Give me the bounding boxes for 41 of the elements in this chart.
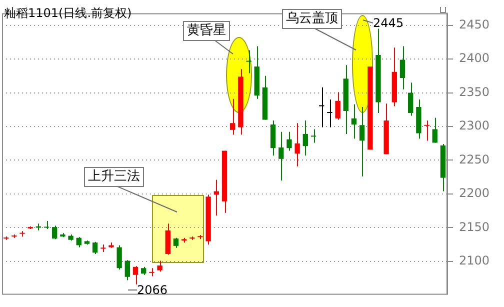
candlestick — [132, 266, 138, 285]
candlestick — [278, 131, 284, 181]
candlestick — [286, 131, 292, 152]
annotation: 2445 — [373, 16, 404, 30]
candlestick — [149, 268, 154, 277]
candlestick — [327, 99, 332, 128]
candlestick — [173, 237, 179, 248]
candlestick — [165, 223, 170, 256]
candlestick — [76, 236, 82, 248]
y-tick-label: 2450 — [459, 17, 490, 32]
candlestick — [319, 86, 324, 128]
candlestick — [351, 104, 357, 140]
y-tick-label: 2250 — [459, 152, 490, 166]
candlestick — [124, 260, 130, 281]
candlestick — [408, 82, 414, 116]
y-tick-label: 2350 — [459, 84, 490, 99]
candlestick — [359, 106, 365, 177]
annotation: 乌云盖顶 — [282, 9, 342, 29]
y-tick-label: 2400 — [459, 51, 490, 66]
candlestick — [335, 92, 340, 120]
y-tick-label: 2100 — [459, 254, 490, 268]
y-tick-label: 2200 — [459, 186, 490, 200]
candlestick — [424, 120, 430, 142]
candlestick — [302, 120, 308, 156]
candlestick — [294, 122, 300, 167]
candlestick — [270, 120, 276, 156]
candlestick — [52, 225, 58, 240]
chart-title: 籼稻1101(日线.前复权) — [4, 6, 132, 20]
candlestick — [400, 46, 406, 90]
candlestick — [310, 128, 316, 144]
y-tick-label: 2150 — [459, 220, 490, 234]
annotation: 2066 — [137, 283, 168, 297]
candlestick — [230, 98, 236, 136]
candlestick — [432, 117, 438, 144]
candlestick — [116, 244, 122, 270]
candlestick — [246, 50, 252, 74]
y-tick-label: 2300 — [459, 118, 490, 133]
annotation: 上升三法 — [84, 167, 144, 187]
annotation: 黄昏星 — [183, 21, 230, 41]
candlestick — [92, 241, 98, 255]
candlestick — [157, 260, 162, 272]
